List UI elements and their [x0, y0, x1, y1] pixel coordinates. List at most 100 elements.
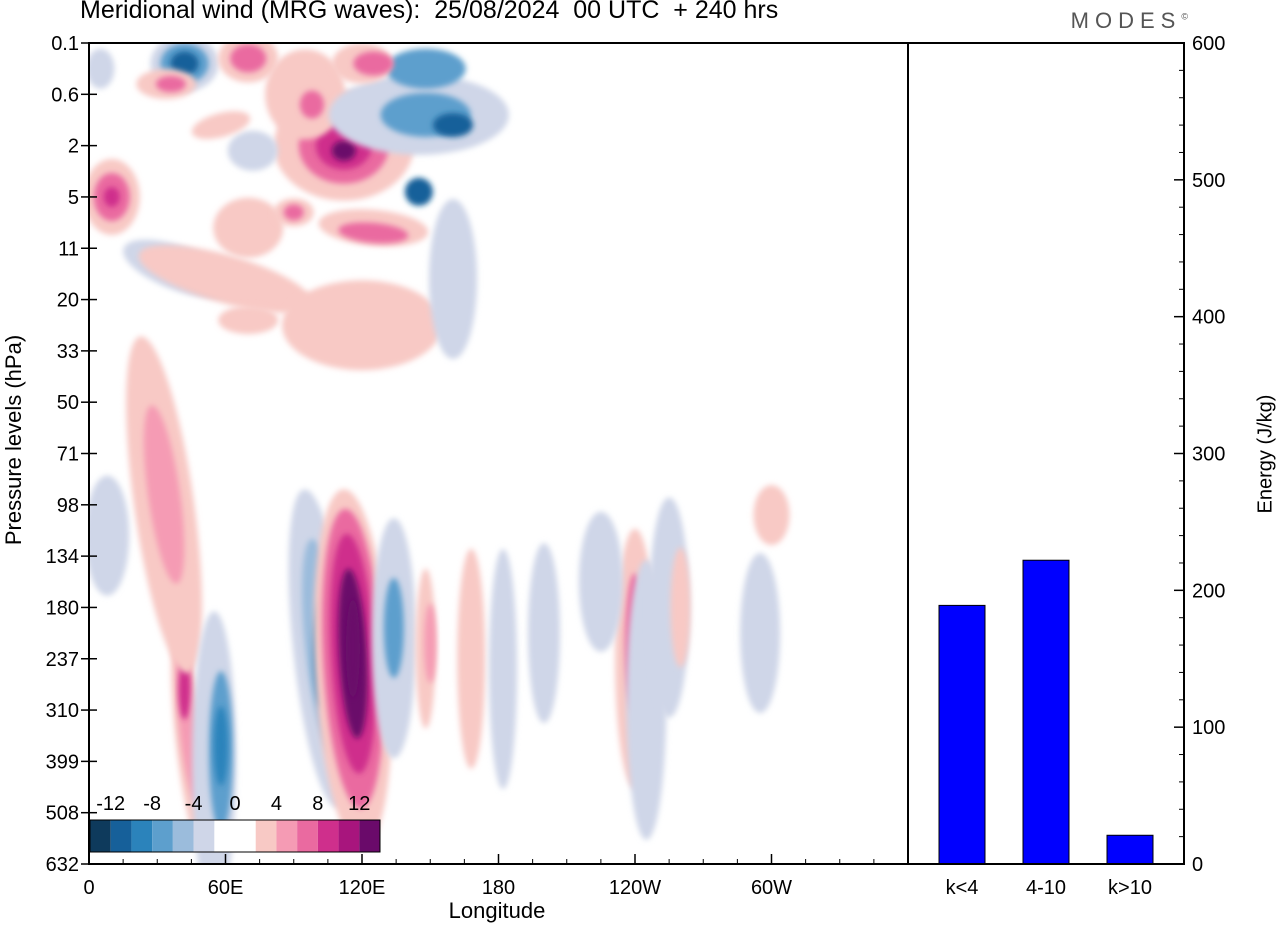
- colorbar-frame: [89, 819, 381, 853]
- bar-category-label: 4-10: [1026, 877, 1066, 899]
- energy-bar: [1022, 559, 1070, 865]
- axes: 0.1 0.6 2 5 11 20 33 50 71 98 134 180 237 310 399 508 63…: [46, 33, 1226, 899]
- contour-shading: [143, 405, 185, 584]
- contour-shading: [424, 603, 437, 684]
- colorbar-swatch: [297, 820, 318, 852]
- colorbar-label: -4: [185, 793, 203, 815]
- x-axis-label: Longitude: [448, 898, 546, 923]
- energy-axis-label: Energy (J/kg): [1254, 394, 1277, 514]
- colorbar-label: 0: [229, 793, 240, 815]
- chart-title: Meridional wind (MRG waves): 25/08/2024 …: [80, 0, 779, 24]
- contour-shading: [191, 111, 251, 140]
- colorbar-swatch: [131, 820, 153, 852]
- contour-shading: [429, 199, 477, 360]
- colorbar-swatch: [359, 820, 380, 852]
- colorbar-label: -8: [143, 793, 161, 815]
- energy-tick-label: 400: [1192, 307, 1225, 329]
- contour-shading: [178, 659, 191, 720]
- contour-shading: [218, 306, 279, 335]
- colorbar-label: -12: [96, 793, 125, 815]
- x-tick-label: 120E: [339, 877, 386, 899]
- y-tick-label: 0.1: [51, 33, 79, 55]
- contour-shading: [227, 130, 278, 171]
- y-tick-label: 33: [57, 341, 79, 363]
- colorbar-swatch: [338, 820, 360, 852]
- colorbar-swatch: [172, 820, 194, 852]
- y-tick-label: 5: [68, 187, 79, 209]
- y-tick-label: 2: [68, 136, 79, 158]
- contour-shading: [433, 113, 473, 138]
- colorbar-swatch: [214, 820, 235, 852]
- contour-shading: [578, 511, 623, 652]
- colorbar: -12 -8 -4 0 4 8 12: [89, 793, 381, 853]
- colorbar-swatch: [193, 820, 215, 852]
- y-tick-label: 180: [46, 597, 79, 619]
- brand-name: MODES: [1070, 8, 1182, 33]
- energy-tick-label: 100: [1192, 717, 1225, 739]
- energy-tick-label: 0: [1192, 854, 1203, 876]
- contour-shading: [170, 51, 199, 76]
- contour-shading: [89, 475, 130, 596]
- colorbar-swatch: [235, 820, 256, 852]
- colorbar-label: 4: [271, 793, 282, 815]
- contour-shading: [740, 553, 781, 714]
- contour-shading: [489, 549, 518, 790]
- energy-bars: k<4 4-10 k>10: [938, 559, 1154, 899]
- energy-bar: [1106, 834, 1154, 865]
- contour-shading: [528, 543, 560, 724]
- contour-shading: [753, 485, 790, 546]
- contour-shading: [331, 140, 356, 161]
- contour-shading: [103, 186, 120, 207]
- contour-shading: [213, 705, 228, 786]
- y-tick-label: 71: [57, 444, 79, 466]
- energy-tick-label: 500: [1192, 170, 1225, 192]
- y-tick-label: 399: [46, 751, 79, 773]
- energy-bar: [938, 604, 986, 865]
- y-tick-label: 98: [57, 495, 79, 517]
- x-tick-label: 0: [83, 877, 94, 899]
- energy-tick-label: 600: [1192, 33, 1225, 55]
- contour-shading: [385, 48, 466, 89]
- x-tick-label: 120W: [609, 877, 661, 899]
- contour-shading: [353, 51, 394, 76]
- colorbar-swatch: [276, 820, 298, 852]
- x-tick-label: 60W: [751, 877, 792, 899]
- colorbar-swatch: [255, 820, 277, 852]
- y-tick-label: 11: [58, 238, 79, 260]
- x-tick-label: 180: [482, 877, 515, 899]
- brand-mark: ©: [1181, 11, 1188, 22]
- bar-category-label: k<4: [946, 877, 979, 899]
- contour-shading: [230, 44, 267, 73]
- contour-shading: [345, 598, 360, 699]
- y-tick-label: 0.6: [51, 84, 79, 106]
- contour-field: [89, 43, 790, 864]
- bar-category-label: k>10: [1108, 877, 1152, 899]
- contour-shading: [283, 204, 304, 221]
- contour-shading: [338, 222, 409, 244]
- brand-logo: MODES©: [1071, 8, 1188, 34]
- contour-shading: [89, 48, 115, 89]
- y-tick-label: 310: [46, 700, 79, 722]
- y-tick-label: 134: [46, 546, 79, 568]
- colorbar-swatch: [317, 820, 339, 852]
- contour-shading: [155, 76, 186, 93]
- contour-shading: [457, 548, 486, 769]
- contour-shading: [670, 547, 691, 668]
- y-tick-label: 237: [46, 649, 79, 671]
- contour-shading: [299, 90, 324, 119]
- contour-shading: [383, 577, 404, 678]
- contour-shading: [213, 197, 284, 258]
- y-axis-label: Pressure levels (hPa): [1, 334, 26, 546]
- y-tick-label: 508: [46, 803, 79, 825]
- contour-shading: [138, 245, 313, 313]
- energy-tick-label: 300: [1192, 444, 1225, 466]
- contour-shading: [282, 280, 442, 371]
- colorbar-swatch: [110, 820, 132, 852]
- energy-tick-label: 200: [1192, 580, 1225, 602]
- x-tick-label: 60E: [208, 877, 244, 899]
- colorbar-label: 8: [312, 793, 323, 815]
- y-tick-label: 632: [46, 854, 79, 876]
- contour-shading: [404, 177, 433, 206]
- y-tick-label: 20: [57, 290, 79, 312]
